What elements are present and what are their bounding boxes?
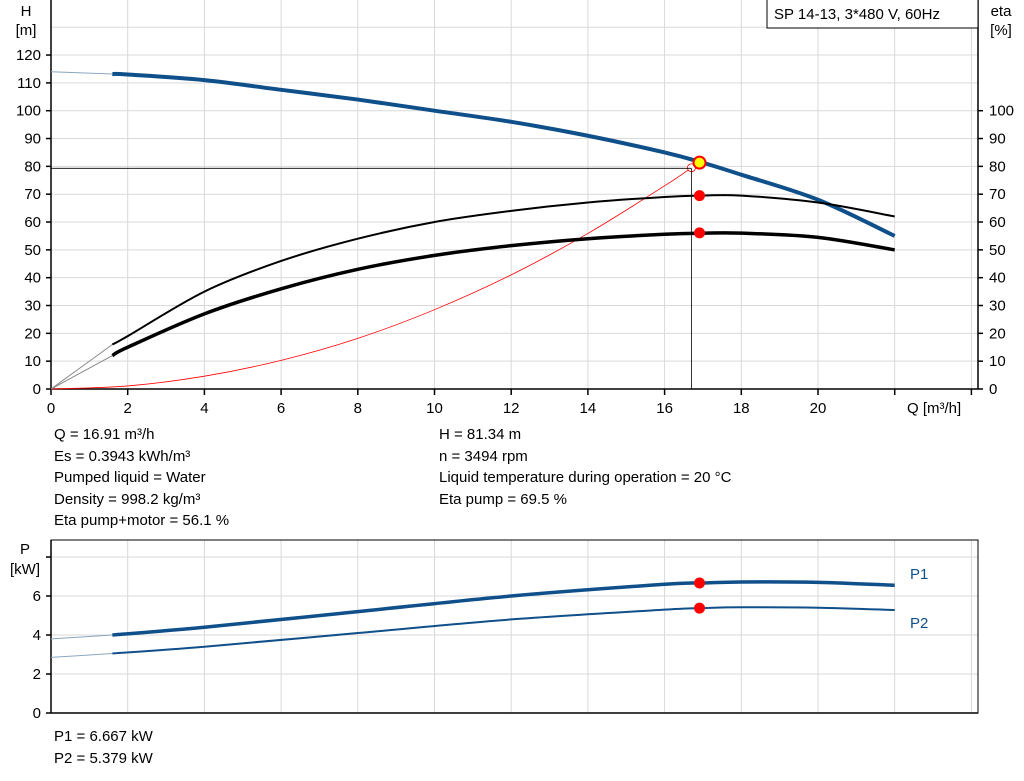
y-right-axis-unit: [%]: [990, 22, 1012, 39]
y-axis-label: P: [20, 541, 30, 558]
y-axis-label: H: [21, 3, 32, 20]
y-right-tick-label: 60: [989, 214, 1006, 231]
P1-curve-extrapolated: [50, 634, 113, 640]
info-temp: Liquid temperature during operation = 20…: [439, 469, 732, 486]
x-tick-label: 4: [200, 400, 208, 417]
x-tick-label: 8: [354, 400, 362, 417]
y-tick-label: 10: [24, 353, 41, 370]
power-plot-frame: [50, 539, 979, 714]
y-tick-label: 20: [24, 325, 41, 342]
x-tick-label: 16: [656, 400, 673, 417]
info-liquid: Pumped liquid = Water: [54, 469, 206, 486]
y-right-tick-label: 100: [989, 103, 1014, 120]
P2-curve: [112, 606, 895, 655]
eta_total-curve-extrapolated: [50, 355, 113, 390]
y-right-tick-label: 90: [989, 131, 1006, 148]
info-density: Density = 998.2 kg/m³: [54, 490, 201, 508]
y-tick-label: 110: [17, 75, 41, 92]
y-tick-label: 60: [24, 214, 41, 231]
eta_total-curve: [111, 231, 895, 358]
x-tick-label: 6: [277, 400, 285, 417]
y-right-axis-label: eta: [991, 3, 1013, 20]
P1-label: P1: [910, 566, 928, 583]
P2-curve-extrapolated: [50, 653, 113, 658]
title-box: [766, 0, 979, 29]
info-es: Es = 0.3943 kWh/m³: [54, 447, 191, 465]
x-axis-label: Q [m³/h]: [907, 400, 961, 417]
y-tick-label: 70: [24, 186, 41, 203]
y-tick-label: 6: [33, 588, 41, 605]
y-tick-label: 30: [24, 298, 41, 315]
y-tick-label: 120: [16, 47, 41, 64]
y-right-tick-label: 20: [989, 325, 1006, 342]
y-axis-unit: [m]: [16, 22, 37, 39]
y-tick-label: 4: [33, 627, 41, 644]
y-tick-label: 90: [24, 131, 41, 148]
y-tick-label: 40: [24, 270, 41, 287]
eta_pump-curve-extrapolated: [50, 344, 113, 390]
y-axis-unit: [kW]: [10, 561, 40, 578]
y-tick-label: 2: [33, 666, 41, 683]
y-right-tick-label: 30: [989, 298, 1006, 315]
p2-marker: [693, 602, 705, 614]
y-right-tick-label: 50: [989, 242, 1006, 259]
info-eta-total: Eta pump+motor = 56.1 %: [54, 512, 230, 529]
y-right-tick-label: 70: [989, 186, 1006, 203]
x-tick-label: 2: [124, 400, 132, 417]
eta_pump-curve: [111, 194, 895, 346]
x-tick-label: 12: [503, 400, 520, 417]
info-q: Q = 16.91 m³/h: [54, 426, 155, 443]
y-tick-label: 80: [24, 158, 41, 175]
y-right-tick-label: 80: [989, 158, 1006, 175]
P2-label: P2: [910, 615, 928, 632]
y-right-tick-label: 10: [989, 353, 1006, 370]
info-p1: P1 = 6.667 kW: [54, 728, 153, 745]
y-right-tick-label: 0: [989, 381, 997, 398]
y-tick-label: 100: [16, 103, 41, 120]
power-chart: 0 2 4 6 P [kW] P1 P2: [10, 539, 979, 722]
info-right: H = 81.34 m n = 3494 rpm Liquid temperat…: [439, 424, 731, 510]
head-efficiency-chart: 0102030405060708090100110120010203040506…: [16, 0, 1014, 417]
chart-title: SP 14-13, 3*480 V, 60Hz: [774, 6, 940, 23]
p1-marker: [693, 577, 705, 589]
y-right-tick-label: 40: [989, 270, 1006, 287]
x-tick-label: 20: [810, 400, 827, 417]
info-eta-pump: Eta pump = 69.5 %: [439, 490, 567, 508]
x-tick-label: 10: [426, 400, 443, 417]
H-curve: [112, 71, 896, 238]
x-tick-label: 14: [580, 400, 597, 417]
eta-pump-marker: [693, 190, 705, 202]
info-left: Q = 16.91 m³/h Es = 0.3943 kWh/m³ Pumped…: [54, 424, 229, 532]
system-curve: [50, 167, 692, 390]
eta-total-marker: [693, 227, 705, 239]
y-tick-label: 0: [33, 705, 41, 722]
info-p2: P2 = 5.379 kW: [54, 749, 153, 767]
y-tick-label: 0: [33, 381, 41, 398]
x-tick-label: 18: [733, 400, 750, 417]
x-tick-label: 0: [47, 400, 55, 417]
duty-point-marker: [692, 155, 707, 170]
y-tick-label: 50: [24, 242, 41, 259]
H-curve-extrapolated: [50, 71, 113, 75]
info-power: P1 = 6.667 kW P2 = 5.379 kW: [54, 726, 153, 769]
P1-curve: [112, 580, 895, 637]
info-n: n = 3494 rpm: [439, 447, 528, 465]
info-h: H = 81.34 m: [439, 426, 522, 443]
